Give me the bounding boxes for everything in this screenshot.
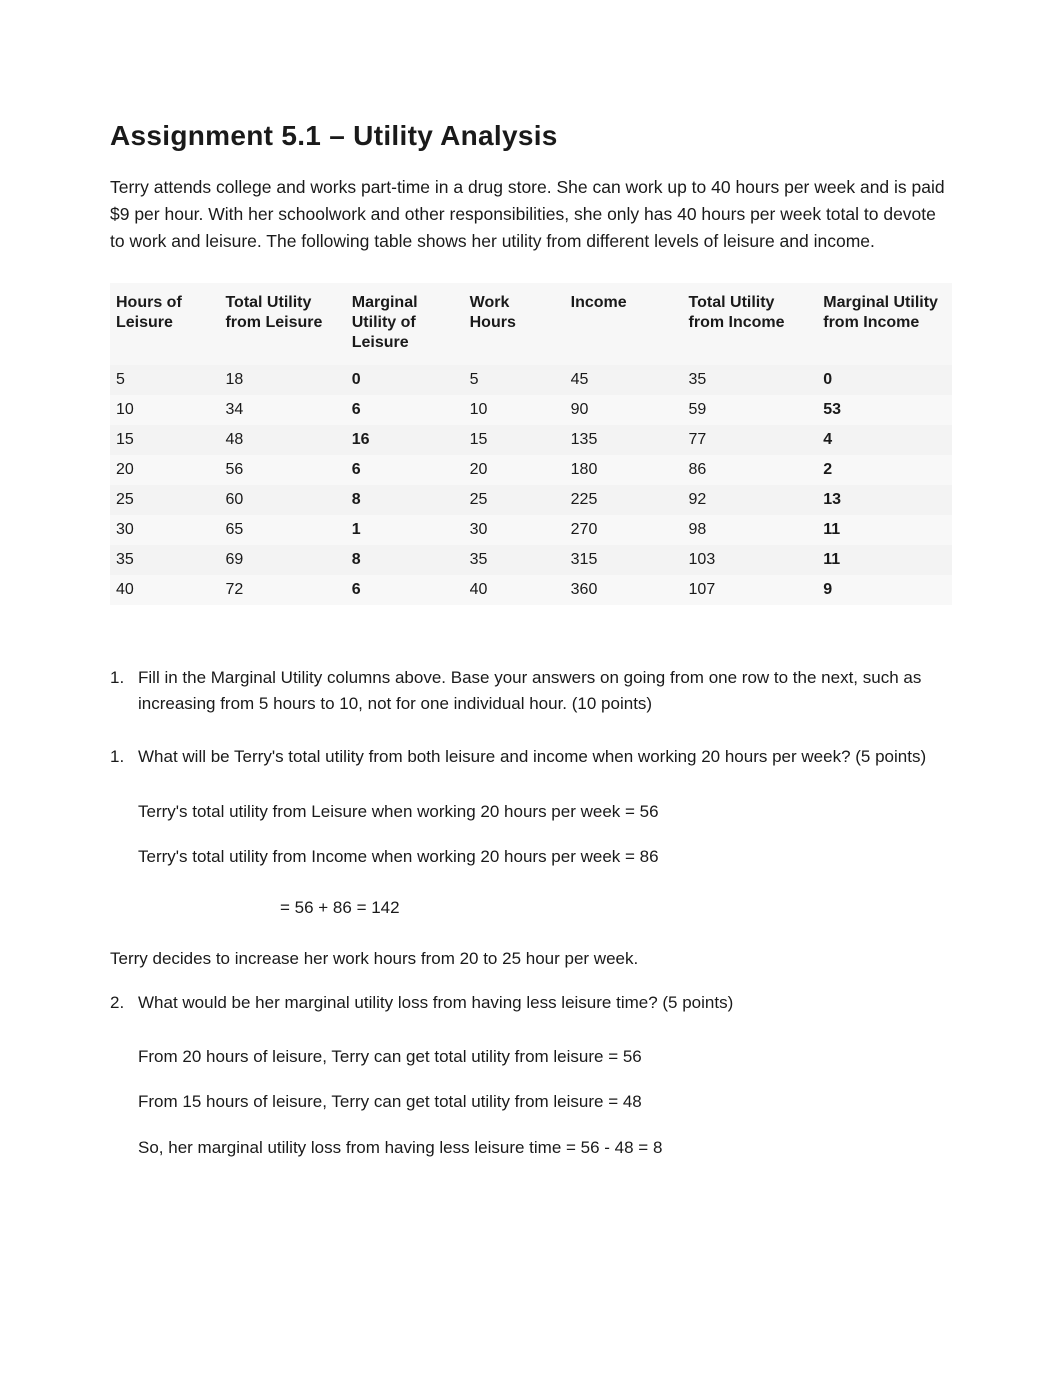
table-row: 25608252259213: [110, 485, 952, 515]
page-title: Assignment 5.1 – Utility Analysis: [110, 120, 952, 152]
table-cell: 135: [565, 425, 683, 455]
col-hours-leisure: Hours of Leisure: [110, 283, 219, 365]
table-cell: 8: [346, 485, 464, 515]
table-cell: 45: [565, 365, 683, 395]
table-cell: 107: [683, 575, 818, 605]
table-cell: 8: [346, 545, 464, 575]
table-row: 1034610905953: [110, 395, 952, 425]
table-cell: 30: [464, 515, 565, 545]
table-cell: 18: [219, 365, 345, 395]
table-cell: 10: [464, 395, 565, 425]
q3-answer-line-2: From 15 hours of leisure, Terry can get …: [138, 1088, 952, 1115]
col-total-utility-leisure: Total Utility from Leisure: [219, 283, 345, 365]
q3-answer-line-3: So, her marginal utility loss from havin…: [138, 1134, 952, 1161]
table-cell: 0: [817, 365, 952, 395]
table-cell: 77: [683, 425, 818, 455]
table-cell: 6: [346, 575, 464, 605]
table-cell: 0: [346, 365, 464, 395]
table-cell: 98: [683, 515, 818, 545]
table-cell: 72: [219, 575, 345, 605]
table-cell: 6: [346, 455, 464, 485]
table-cell: 2: [817, 455, 952, 485]
table-cell: 225: [565, 485, 683, 515]
table-cell: 25: [464, 485, 565, 515]
table-cell: 40: [110, 575, 219, 605]
table-cell: 69: [219, 545, 345, 575]
intro-paragraph: Terry attends college and works part-tim…: [110, 174, 952, 255]
q2-answer-line-2: Terry's total utility from Income when w…: [138, 843, 952, 870]
table-cell: 40: [464, 575, 565, 605]
table-cell: 90: [565, 395, 683, 425]
question-3: 2. What would be her marginal utility lo…: [110, 990, 952, 1016]
table-row: 30651302709811: [110, 515, 952, 545]
table-cell: 1: [346, 515, 464, 545]
question-2: 1. What will be Terry's total utility fr…: [110, 744, 952, 770]
table-cell: 86: [683, 455, 818, 485]
q2-text: What will be Terry's total utility from …: [138, 744, 952, 770]
table-cell: 4: [817, 425, 952, 455]
table-cell: 15: [110, 425, 219, 455]
table-cell: 92: [683, 485, 818, 515]
table-cell: 13: [817, 485, 952, 515]
question-1: 1. Fill in the Marginal Utility columns …: [110, 665, 952, 716]
table-cell: 360: [565, 575, 683, 605]
table-cell: 35: [683, 365, 818, 395]
table-cell: 180: [565, 455, 683, 485]
table-cell: 103: [683, 545, 818, 575]
col-total-utility-income: Total Utility from Income: [683, 283, 818, 365]
col-work-hours: Work Hours: [464, 283, 565, 365]
table-cell: 9: [817, 575, 952, 605]
q3-answer: From 20 hours of leisure, Terry can get …: [138, 1043, 952, 1161]
table-cell: 60: [219, 485, 345, 515]
table-cell: 65: [219, 515, 345, 545]
q2-number: 1.: [110, 744, 138, 770]
table-cell: 6: [346, 395, 464, 425]
table-cell: 15: [464, 425, 565, 455]
q3-text: What would be her marginal utility loss …: [138, 990, 952, 1016]
q1-text: Fill in the Marginal Utility columns abo…: [138, 665, 952, 716]
intermission-text: Terry decides to increase her work hours…: [110, 946, 952, 972]
table-cell: 5: [110, 365, 219, 395]
table-cell: 11: [817, 515, 952, 545]
q3-answer-line-1: From 20 hours of leisure, Terry can get …: [138, 1043, 952, 1070]
table-row: 40726403601079: [110, 575, 952, 605]
table-cell: 20: [110, 455, 219, 485]
table-cell: 315: [565, 545, 683, 575]
q2-answer: Terry's total utility from Leisure when …: [138, 798, 952, 870]
table-cell: 270: [565, 515, 683, 545]
table-cell: 10: [110, 395, 219, 425]
table-row: 356983531510311: [110, 545, 952, 575]
table-cell: 35: [110, 545, 219, 575]
table-row: 15481615135774: [110, 425, 952, 455]
q1-number: 1.: [110, 665, 138, 716]
q2-answer-line-1: Terry's total utility from Leisure when …: [138, 798, 952, 825]
table-cell: 30: [110, 515, 219, 545]
table-cell: 48: [219, 425, 345, 455]
q3-number: 2.: [110, 990, 138, 1016]
table-cell: 20: [464, 455, 565, 485]
table-cell: 35: [464, 545, 565, 575]
table-row: 2056620180862: [110, 455, 952, 485]
table-cell: 53: [817, 395, 952, 425]
table-cell: 56: [219, 455, 345, 485]
table-cell: 59: [683, 395, 818, 425]
table-cell: 25: [110, 485, 219, 515]
q2-calculation: = 56 + 86 = 142: [280, 898, 952, 918]
utility-table: Hours of Leisure Total Utility from Leis…: [110, 283, 952, 605]
table-cell: 11: [817, 545, 952, 575]
table-row: 5180545350: [110, 365, 952, 395]
table-header-row: Hours of Leisure Total Utility from Leis…: [110, 283, 952, 365]
table-cell: 34: [219, 395, 345, 425]
table-cell: 16: [346, 425, 464, 455]
col-marginal-utility-income: Marginal Utility from Income: [817, 283, 952, 365]
col-income: Income: [565, 283, 683, 365]
table-cell: 5: [464, 365, 565, 395]
col-marginal-utility-leisure: Marginal Utility of Leisure: [346, 283, 464, 365]
